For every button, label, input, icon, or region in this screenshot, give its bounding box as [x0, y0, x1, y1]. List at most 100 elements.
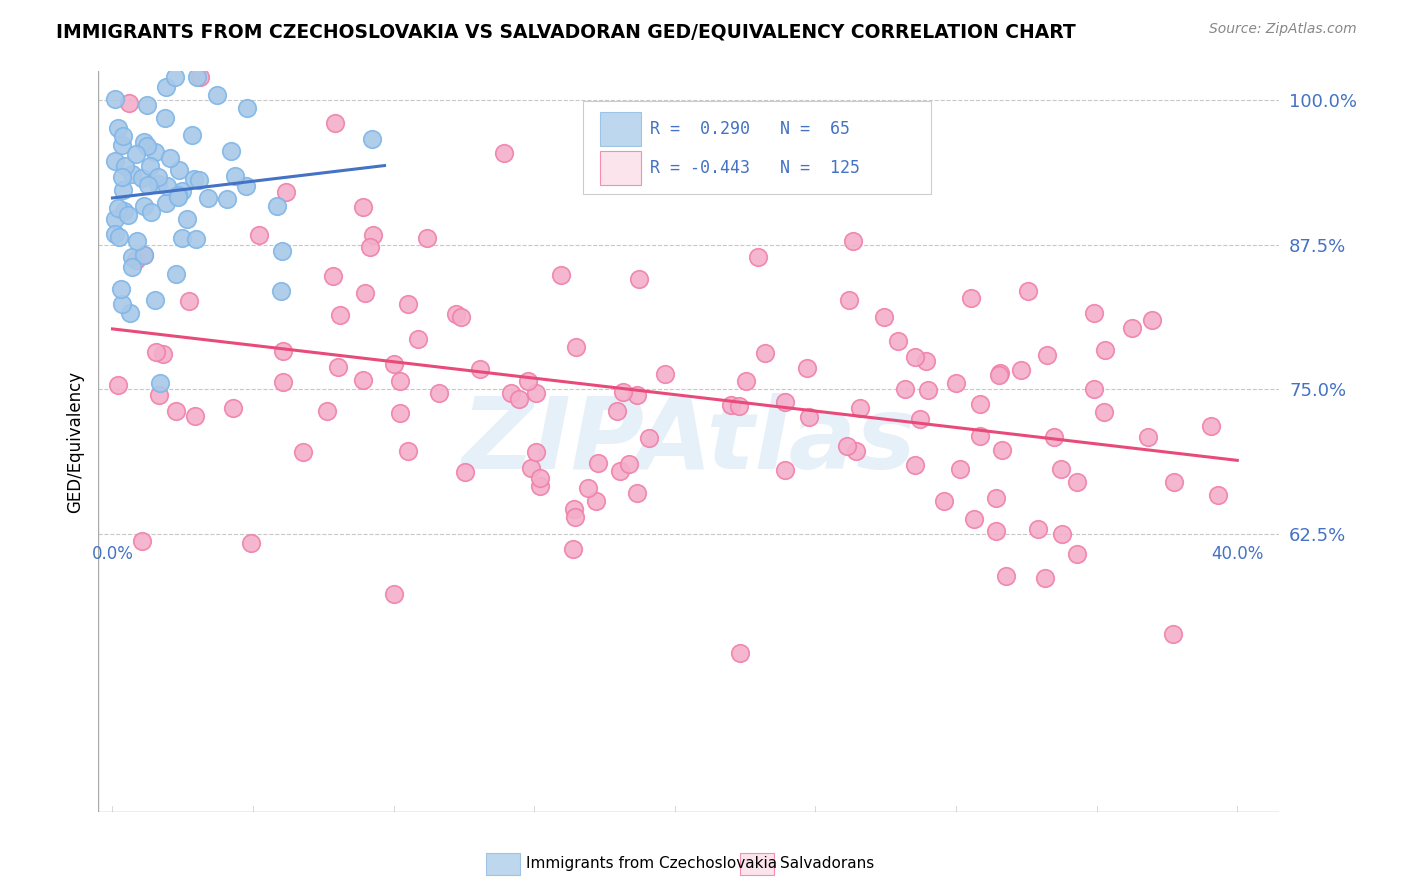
Point: [135, 139, 157, 153]
Point: [561, 542, 583, 557]
Point: [239, 535, 262, 549]
Point: [606, 404, 628, 418]
Point: [838, 293, 860, 307]
Point: [134, 248, 156, 262]
Point: [389, 374, 412, 388]
Point: [517, 374, 540, 388]
Point: [887, 334, 910, 348]
Point: [352, 373, 374, 387]
Point: [167, 163, 190, 178]
Point: [524, 386, 547, 401]
Text: Immigrants from Czechoslovakia: Immigrants from Czechoslovakia: [526, 856, 778, 871]
Point: [1094, 343, 1116, 357]
Point: [104, 212, 127, 227]
Point: [1140, 313, 1163, 327]
Point: [842, 234, 865, 248]
Point: [969, 428, 991, 442]
Point: [984, 491, 1007, 506]
Point: [837, 439, 859, 453]
Point: [609, 465, 631, 479]
Point: [236, 102, 259, 116]
Point: [1121, 321, 1143, 335]
Point: [271, 375, 294, 389]
FancyBboxPatch shape: [486, 853, 520, 875]
Point: [416, 230, 439, 244]
Point: [114, 159, 136, 173]
Point: [112, 203, 135, 218]
Point: [638, 431, 661, 445]
Point: [576, 481, 599, 495]
Point: [148, 178, 170, 192]
Point: [276, 185, 298, 199]
Text: Salvadorans: Salvadorans: [780, 856, 875, 871]
Point: [1010, 363, 1032, 377]
Point: [1083, 382, 1105, 396]
Point: [172, 184, 194, 198]
Point: [322, 268, 344, 283]
Point: [754, 346, 776, 360]
Point: [155, 178, 177, 193]
Point: [988, 368, 1011, 382]
Point: [550, 268, 572, 282]
Point: [104, 227, 127, 241]
Point: [270, 244, 292, 258]
Point: [153, 112, 176, 126]
Point: [1066, 475, 1088, 490]
Point: [529, 478, 551, 492]
Point: [107, 120, 129, 135]
Point: [266, 199, 288, 213]
Text: 0.0%: 0.0%: [91, 545, 134, 563]
Point: [148, 388, 170, 402]
Point: [149, 376, 172, 390]
Point: [172, 231, 194, 245]
Point: [155, 80, 177, 95]
Text: Source: ZipAtlas.com: Source: ZipAtlas.com: [1209, 22, 1357, 37]
Point: [396, 297, 419, 311]
Point: [969, 397, 991, 411]
Point: [1201, 419, 1223, 434]
Point: [186, 70, 208, 84]
Point: [152, 347, 174, 361]
Point: [796, 361, 818, 376]
Point: [360, 132, 382, 146]
Point: [984, 524, 1007, 539]
Point: [155, 196, 177, 211]
Point: [904, 350, 927, 364]
Text: R = -0.443   N =  125: R = -0.443 N = 125: [650, 159, 860, 177]
Point: [492, 145, 515, 160]
Point: [845, 443, 868, 458]
Point: [1163, 475, 1185, 489]
Point: [1136, 430, 1159, 444]
Point: [564, 510, 586, 524]
Point: [849, 401, 872, 415]
Point: [273, 343, 295, 358]
Point: [186, 232, 208, 246]
Point: [219, 145, 242, 159]
Point: [215, 192, 238, 206]
Point: [180, 128, 202, 142]
Point: [963, 512, 986, 526]
Text: R =  0.290   N =  65: R = 0.290 N = 65: [650, 120, 851, 138]
Point: [117, 208, 139, 222]
Point: [932, 494, 955, 508]
Point: [188, 70, 211, 84]
Point: [1083, 306, 1105, 320]
Point: [617, 457, 640, 471]
Point: [588, 456, 610, 470]
Point: [131, 170, 153, 185]
Point: [444, 307, 467, 321]
Point: [945, 376, 967, 391]
Point: [145, 345, 167, 359]
Point: [111, 137, 134, 152]
Text: ZIPAtlas: ZIPAtlas: [461, 393, 917, 490]
Point: [1026, 522, 1049, 536]
Point: [1161, 627, 1184, 641]
Point: [326, 360, 349, 375]
Point: [775, 395, 797, 409]
Point: [585, 493, 607, 508]
Point: [396, 443, 419, 458]
Point: [205, 88, 228, 103]
Point: [121, 250, 143, 264]
Point: [139, 159, 162, 173]
Point: [165, 70, 187, 84]
